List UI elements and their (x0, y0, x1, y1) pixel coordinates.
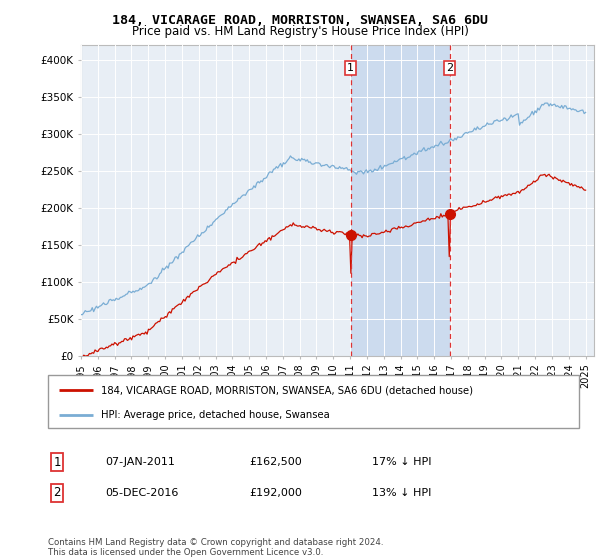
Text: 1: 1 (53, 455, 61, 469)
Text: 13% ↓ HPI: 13% ↓ HPI (372, 488, 431, 498)
Text: 1: 1 (347, 63, 354, 73)
Text: 184, VICARAGE ROAD, MORRISTON, SWANSEA, SA6 6DU (detached house): 184, VICARAGE ROAD, MORRISTON, SWANSEA, … (101, 385, 473, 395)
Text: 2: 2 (446, 63, 453, 73)
Bar (350, 45, 449, 356)
Text: 184, VICARAGE ROAD, MORRISTON, SWANSEA, SA6 6DU: 184, VICARAGE ROAD, MORRISTON, SWANSEA, … (112, 14, 488, 27)
Text: 2: 2 (53, 486, 61, 500)
Text: £162,500: £162,500 (249, 457, 302, 467)
Text: Price paid vs. HM Land Registry's House Price Index (HPI): Price paid vs. HM Land Registry's House … (131, 25, 469, 38)
Text: 05-DEC-2016: 05-DEC-2016 (105, 488, 178, 498)
Text: HPI: Average price, detached house, Swansea: HPI: Average price, detached house, Swan… (101, 410, 330, 420)
Text: 07-JAN-2011: 07-JAN-2011 (105, 457, 175, 467)
Text: 17% ↓ HPI: 17% ↓ HPI (372, 457, 431, 467)
Text: £192,000: £192,000 (249, 488, 302, 498)
Text: Contains HM Land Registry data © Crown copyright and database right 2024.
This d: Contains HM Land Registry data © Crown c… (48, 538, 383, 557)
FancyBboxPatch shape (48, 375, 579, 428)
